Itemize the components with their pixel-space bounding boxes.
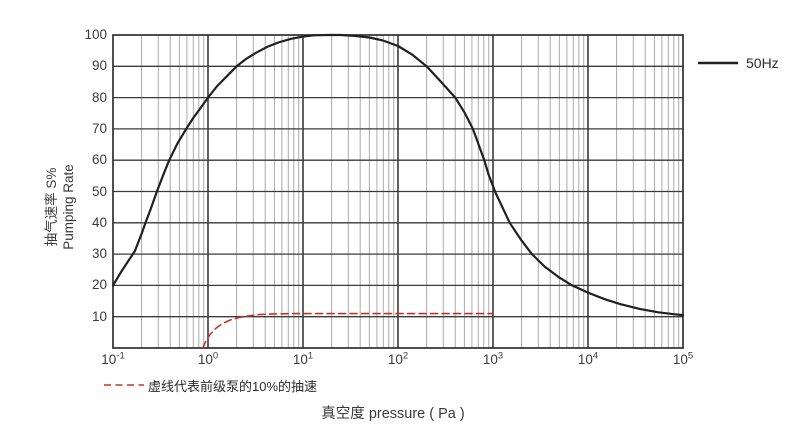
x-tick-label: 103 <box>482 350 504 367</box>
y-axis-title-line-en: Pumping Rate <box>61 164 76 250</box>
x-tick-label: 104 <box>577 350 599 367</box>
y-axis-title-line-cn: 抽气速率 S% <box>44 167 59 247</box>
y-tick-label: 80 <box>91 89 107 105</box>
y-axis-title: 抽气速率 S% Pumping Rate <box>43 164 77 250</box>
y-tick-label: 100 <box>84 27 107 42</box>
series-line-backing-pump-10pct <box>201 312 494 349</box>
legend: 50Hz <box>697 54 779 72</box>
y-tick-label: 70 <box>91 120 107 136</box>
y-tick-label: 10 <box>91 308 107 324</box>
x-tick-label: 10-1 <box>101 350 125 367</box>
y-tick-label: 90 <box>91 58 107 74</box>
legend-label: 50Hz <box>746 55 779 71</box>
y-tick-label: 30 <box>91 246 107 262</box>
y-tick-label: 50 <box>91 183 107 199</box>
legend-line-50hz-icon <box>698 61 738 65</box>
x-tick-label: 105 <box>672 350 694 367</box>
x-tick-label: 100 <box>197 350 219 367</box>
y-tick-label: 20 <box>91 277 107 293</box>
annotation-dash-icon <box>104 384 144 386</box>
x-tick-label: 102 <box>387 350 409 367</box>
y-tick-label: 40 <box>91 214 107 230</box>
x-tick-label: 101 <box>292 350 314 367</box>
annotation-text: 虚线代表前级泵的10%的抽速 <box>148 378 318 394</box>
dashed-line-annotation: 虚线代表前级泵的10%的抽速 <box>103 376 317 394</box>
series-line-50hz <box>111 33 685 317</box>
y-tick-label: 60 <box>91 152 107 168</box>
x-axis-title: 真空度 pressure ( Pa ) <box>321 406 465 422</box>
